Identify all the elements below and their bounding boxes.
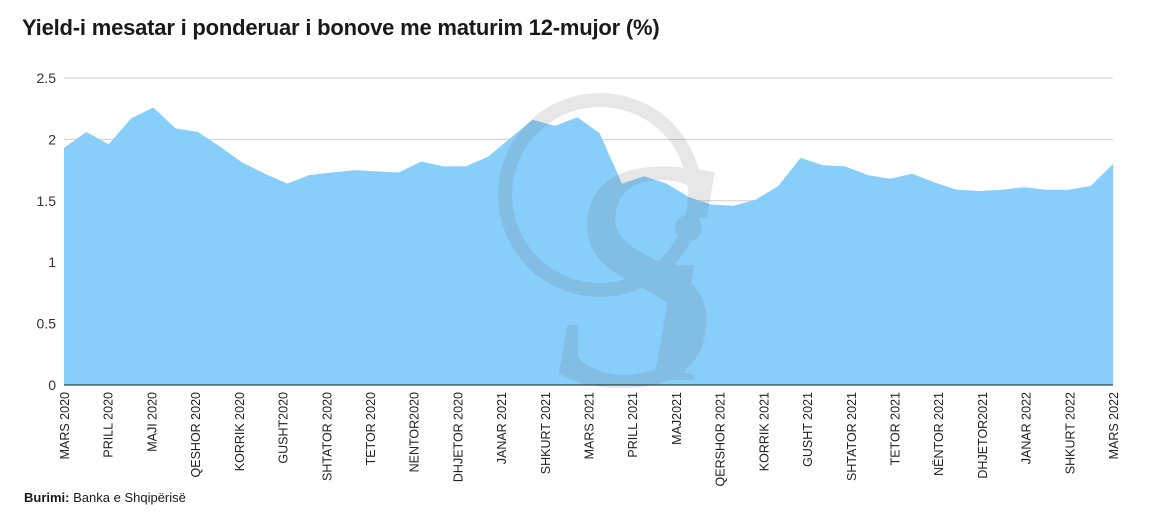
x-tick-label: KORRIK 2021 [757,392,771,471]
x-tick-label: NENTOR2020 [408,392,422,472]
x-tick-label: MARS 2021 [583,392,597,459]
x-tick-label: QERSHOR 2021 [714,392,728,487]
svg-text:i: i [640,158,709,435]
x-tick-label: PRILL 2021 [626,392,640,458]
source-label: Burimi: [24,490,70,505]
x-tick-label: DHJETOR2021 [976,392,990,479]
x-tick-label: TETOR 2021 [888,392,902,465]
x-tick-label: DHJETOR 2020 [451,392,465,482]
area-chart: S i 0 0.5 1 1.5 2 2.5 MARS 2020 PRILL 2020 MAJI… [37,70,1121,487]
x-tick-label: NËNTOR 2021 [932,392,946,476]
x-tick-label: SHKURT 2021 [539,392,553,474]
x-tick-label: KORRIK 2020 [233,392,247,471]
x-tick-label: MARS 2020 [58,392,72,459]
x-axis-ticks: MARS 2020 PRILL 2020 MAJI 2020 QESHOR 2020 K… [58,392,1121,487]
svg-text:S: S [555,92,720,457]
y-tick-label: 0.5 [37,316,57,332]
yield-area-series [64,107,1113,385]
chart-title: Yield-i mesatar i ponderuar i bonove me … [22,15,660,40]
x-tick-label: SHKURT 2022 [1063,392,1077,474]
y-axis-ticks: 0 0.5 1 1.5 2 2.5 [37,70,57,393]
si-logo-watermark: S i [498,92,720,457]
x-tick-label: MARS 2022 [1107,392,1121,459]
x-tick-label: JANAR 2022 [1020,392,1034,464]
source-note: Burimi: Banka e Shqipërisë [24,490,186,505]
x-tick-label: GUSHT2020 [277,392,291,464]
source-text: Banka e Shqipërisë [73,490,186,505]
y-tick-label: 2.5 [37,70,57,86]
y-tick-label: 1.5 [37,193,57,209]
x-tick-label: SHTATOR 2021 [845,392,859,481]
x-tick-label: MAJ2021 [670,392,684,445]
x-tick-label: QESHOR 2020 [189,392,203,478]
x-tick-label: SHTATOR 2020 [320,392,334,481]
y-tick-label: 1 [48,254,56,270]
x-tick-label: JANAR 2021 [495,392,509,464]
x-tick-label: PRILL 2020 [102,392,116,458]
y-tick-label: 0 [48,377,56,393]
x-tick-label: TETOR 2020 [364,392,378,465]
x-tick-label: GUSHT 2021 [801,392,815,467]
y-tick-label: 2 [48,131,56,147]
x-tick-label: MAJI 2020 [145,392,159,452]
